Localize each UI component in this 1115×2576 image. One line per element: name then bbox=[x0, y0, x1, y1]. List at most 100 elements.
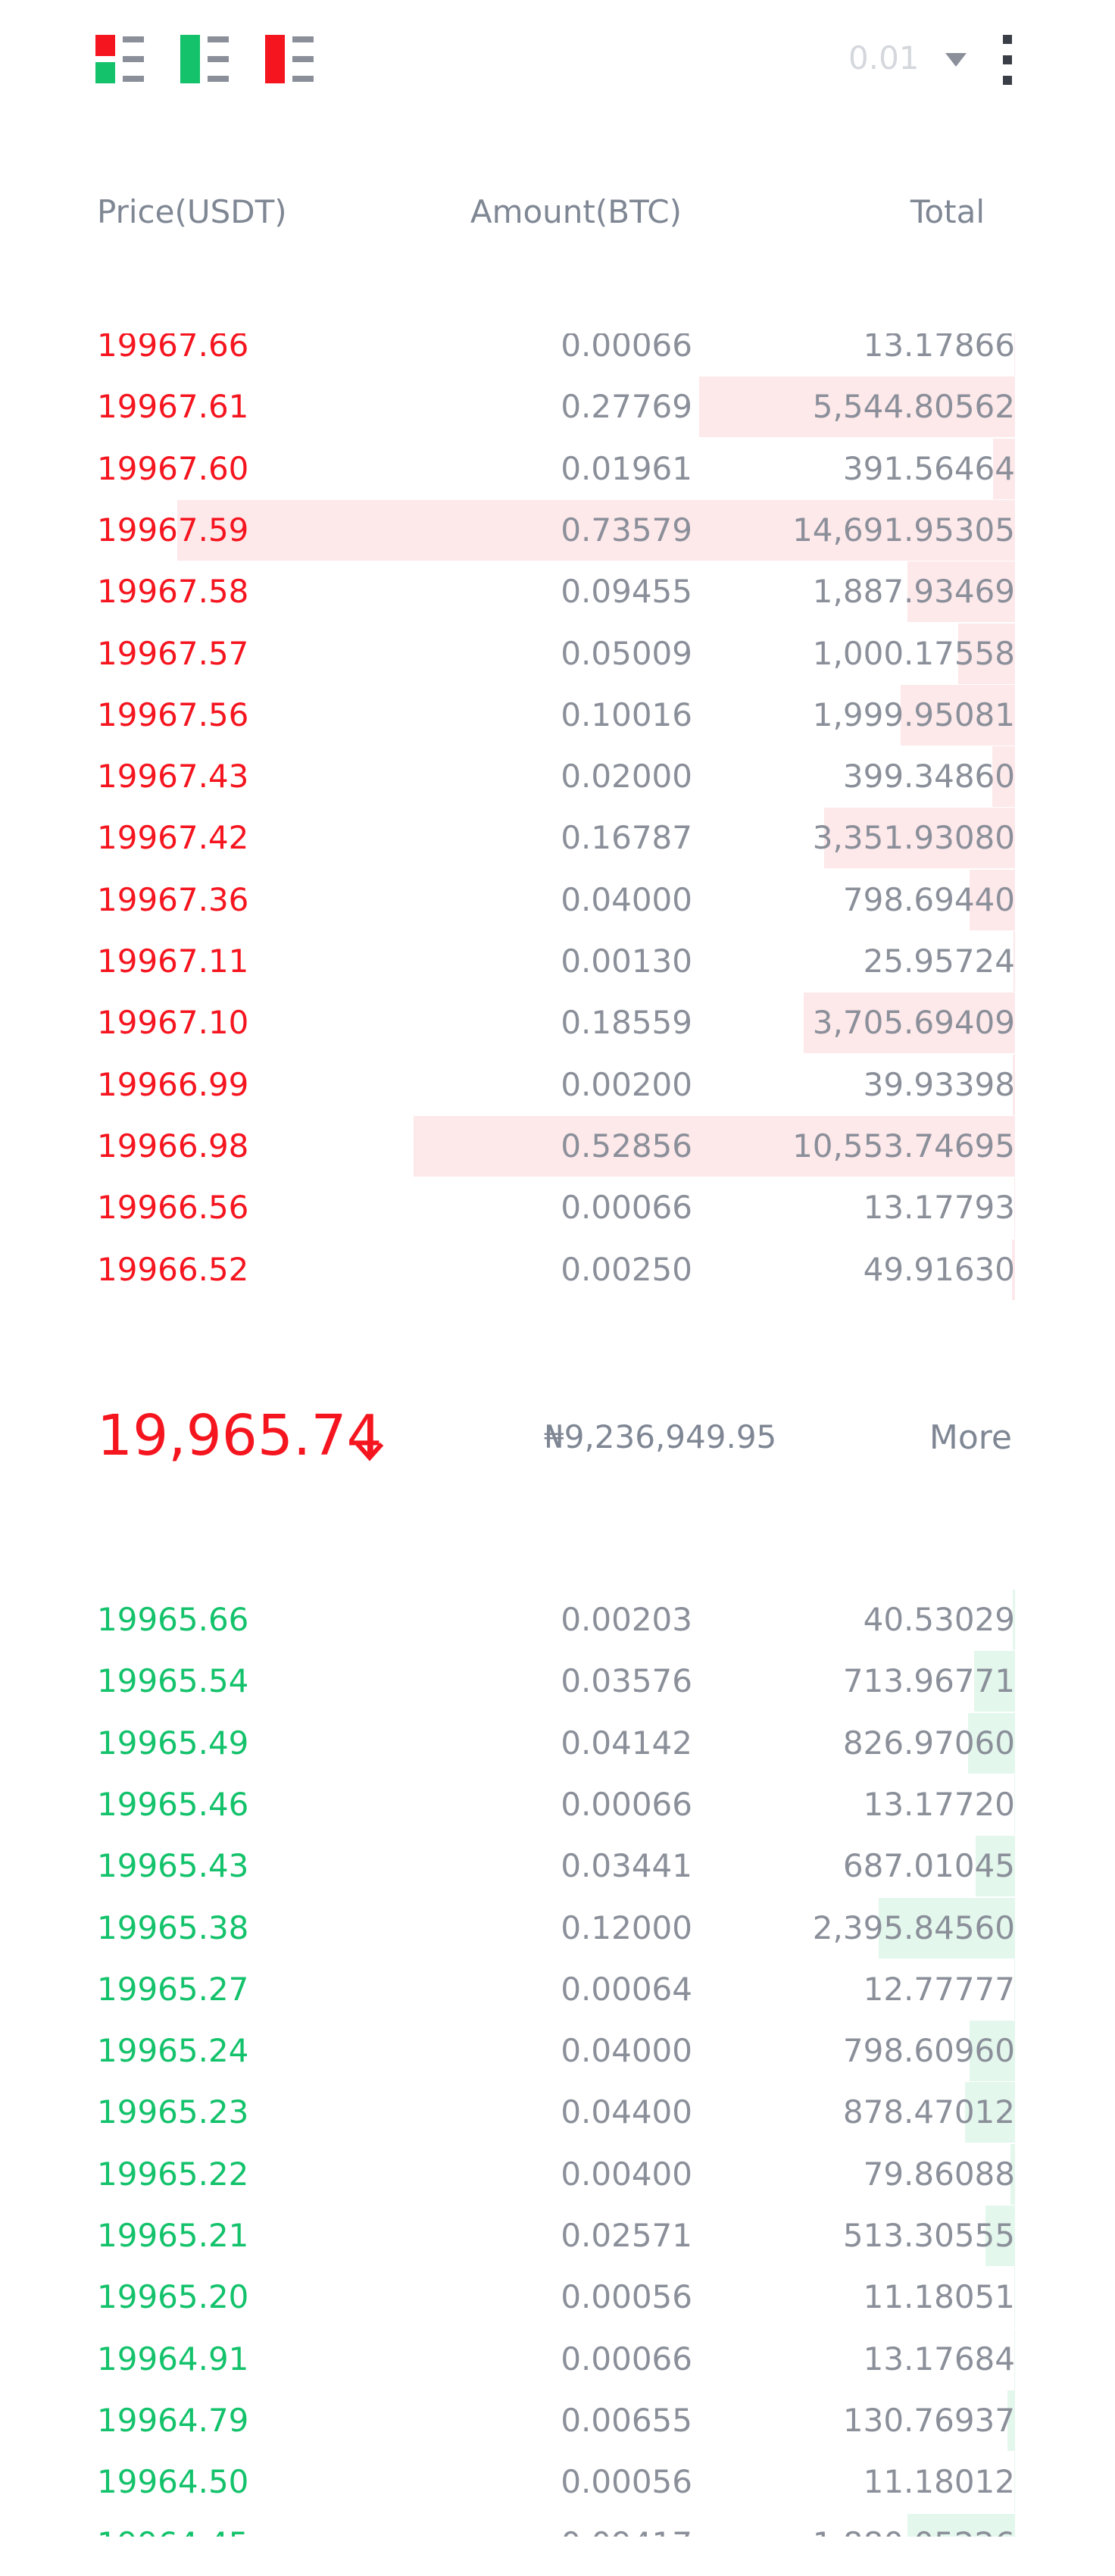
depth-bar bbox=[177, 499, 1015, 561]
amount: 0.00066 bbox=[561, 333, 692, 364]
depth-bar bbox=[1010, 2143, 1015, 2205]
depth-bar bbox=[969, 2021, 1015, 2082]
depth-bar bbox=[992, 746, 1015, 808]
column-header: Total bbox=[910, 193, 985, 230]
amount: 0.00250 bbox=[561, 1250, 692, 1288]
total: 14,691.95305 bbox=[792, 511, 1015, 549]
price: 19965.46 bbox=[97, 1785, 249, 1823]
total: 13.17720 bbox=[863, 1785, 1015, 1823]
layout-icons[interactable] bbox=[95, 35, 338, 86]
amount: 0.09417 bbox=[561, 2514, 692, 2537]
total: 3,705.69409 bbox=[812, 1004, 1015, 1042]
more-menu[interactable] bbox=[1003, 35, 1015, 86]
amount: 0.03441 bbox=[561, 1847, 692, 1885]
dropdown-arrow[interactable] bbox=[945, 53, 968, 68]
price: 19967.10 bbox=[97, 1004, 249, 1042]
price: 19967.59 bbox=[97, 511, 249, 549]
amount: 0.02571 bbox=[561, 2217, 692, 2254]
total: 39.93398 bbox=[863, 1065, 1015, 1103]
total: 25.95724 bbox=[863, 943, 1015, 980]
price: 19965.24 bbox=[97, 2032, 249, 2070]
total: 11.18012 bbox=[863, 2463, 1015, 2501]
column-header: Price(USDT) bbox=[97, 193, 287, 230]
depth-bar bbox=[957, 623, 1015, 684]
depth-bar bbox=[878, 1897, 1015, 1959]
amount: 0.02000 bbox=[561, 758, 692, 796]
total: 79.86088 bbox=[863, 2155, 1015, 2193]
depth-bar bbox=[1014, 1959, 1015, 2020]
precision[interactable]: 0.01 bbox=[848, 39, 920, 77]
amount: 0.05009 bbox=[561, 634, 692, 672]
price: 19966.52 bbox=[97, 1250, 249, 1288]
depth-bar bbox=[413, 1115, 1015, 1177]
depth-bar bbox=[1012, 1590, 1015, 1650]
total: 798.60960 bbox=[842, 2032, 1015, 2070]
amount: 0.00130 bbox=[561, 943, 692, 980]
total: 13.17684 bbox=[863, 2340, 1015, 2377]
depth-bar bbox=[901, 684, 1015, 746]
price: 19965.54 bbox=[97, 1662, 249, 1700]
price: 19965.66 bbox=[97, 1601, 249, 1638]
depth-bar bbox=[907, 2513, 1015, 2537]
depth-bar bbox=[1013, 931, 1015, 992]
depth-bar bbox=[967, 1712, 1015, 1774]
total: 1,999.95081 bbox=[812, 696, 1015, 733]
total: 13.17793 bbox=[863, 1189, 1015, 1227]
price: 19966.56 bbox=[97, 1189, 249, 1227]
total: 687.01045 bbox=[842, 1847, 1015, 1885]
total: 1,887.93469 bbox=[812, 573, 1015, 611]
ask-list: 19967.66 0.00066 13.17866 19967.61 0.27769 5,… bbox=[0, 333, 1115, 1303]
depth-bar bbox=[1014, 333, 1015, 376]
depth-bar bbox=[964, 2082, 1015, 2143]
more-link[interactable]: More bbox=[929, 1418, 1012, 1457]
total: 10,553.74695 bbox=[792, 1127, 1015, 1165]
price: 19966.98 bbox=[97, 1127, 249, 1165]
amount: 0.73579 bbox=[561, 511, 692, 549]
fiat-price: ₦9,236,949.95 bbox=[544, 1418, 777, 1455]
amount: 0.12000 bbox=[561, 1909, 692, 1946]
price: 19967.56 bbox=[97, 696, 249, 733]
price: 19965.38 bbox=[97, 1909, 249, 1946]
amount: 0.00203 bbox=[561, 1601, 692, 1638]
price: 19965.27 bbox=[97, 1970, 249, 2008]
depth-bar bbox=[823, 808, 1015, 869]
total: 5,544.80562 bbox=[812, 388, 1015, 426]
total: 1,000.17558 bbox=[812, 634, 1015, 672]
depth-bar bbox=[1014, 1177, 1015, 1239]
last-price: 19,965.74 bbox=[97, 1403, 383, 1468]
price: 19967.36 bbox=[97, 880, 249, 918]
amount: 0.18559 bbox=[561, 1004, 692, 1042]
total: 713.96771 bbox=[842, 1662, 1015, 1700]
total: 3,351.93080 bbox=[812, 819, 1015, 857]
amount: 0.04142 bbox=[561, 1724, 692, 1762]
amount: 0.00655 bbox=[561, 2401, 692, 2439]
total: 40.53029 bbox=[863, 1601, 1015, 1638]
price: 19964.79 bbox=[97, 2401, 249, 2439]
price: 19967.61 bbox=[97, 388, 249, 426]
total: 11.18051 bbox=[863, 2278, 1015, 2316]
price: 19967.11 bbox=[97, 943, 249, 980]
total: 2,395.84560 bbox=[812, 1909, 1015, 1946]
price: 19967.66 bbox=[97, 333, 249, 364]
amount: 0.52856 bbox=[561, 1127, 692, 1165]
total: 513.30555 bbox=[842, 2217, 1015, 2254]
amount: 0.16787 bbox=[561, 819, 692, 857]
amount: 0.04000 bbox=[561, 2032, 692, 2070]
total: 13.17866 bbox=[863, 333, 1015, 364]
total: 878.47012 bbox=[842, 2093, 1015, 2131]
depth-bar bbox=[1014, 2452, 1015, 2513]
depth-bar bbox=[698, 377, 1015, 438]
price: 19964.91 bbox=[97, 2340, 249, 2377]
price: 19965.23 bbox=[97, 2093, 249, 2131]
depth-bar bbox=[1014, 2267, 1015, 2328]
amount: 0.27769 bbox=[561, 388, 692, 426]
price: 19966.99 bbox=[97, 1065, 249, 1103]
depth-bar bbox=[1013, 1054, 1015, 1115]
total: 399.34860 bbox=[842, 758, 1015, 796]
price: 19964.45 bbox=[97, 2514, 248, 2537]
amount: 0.00064 bbox=[561, 1970, 692, 2008]
amount: 0.00200 bbox=[561, 1065, 692, 1103]
depth-bar bbox=[1007, 2390, 1015, 2451]
price: 19967.42 bbox=[97, 819, 249, 857]
price: 19965.21 bbox=[97, 2217, 249, 2254]
